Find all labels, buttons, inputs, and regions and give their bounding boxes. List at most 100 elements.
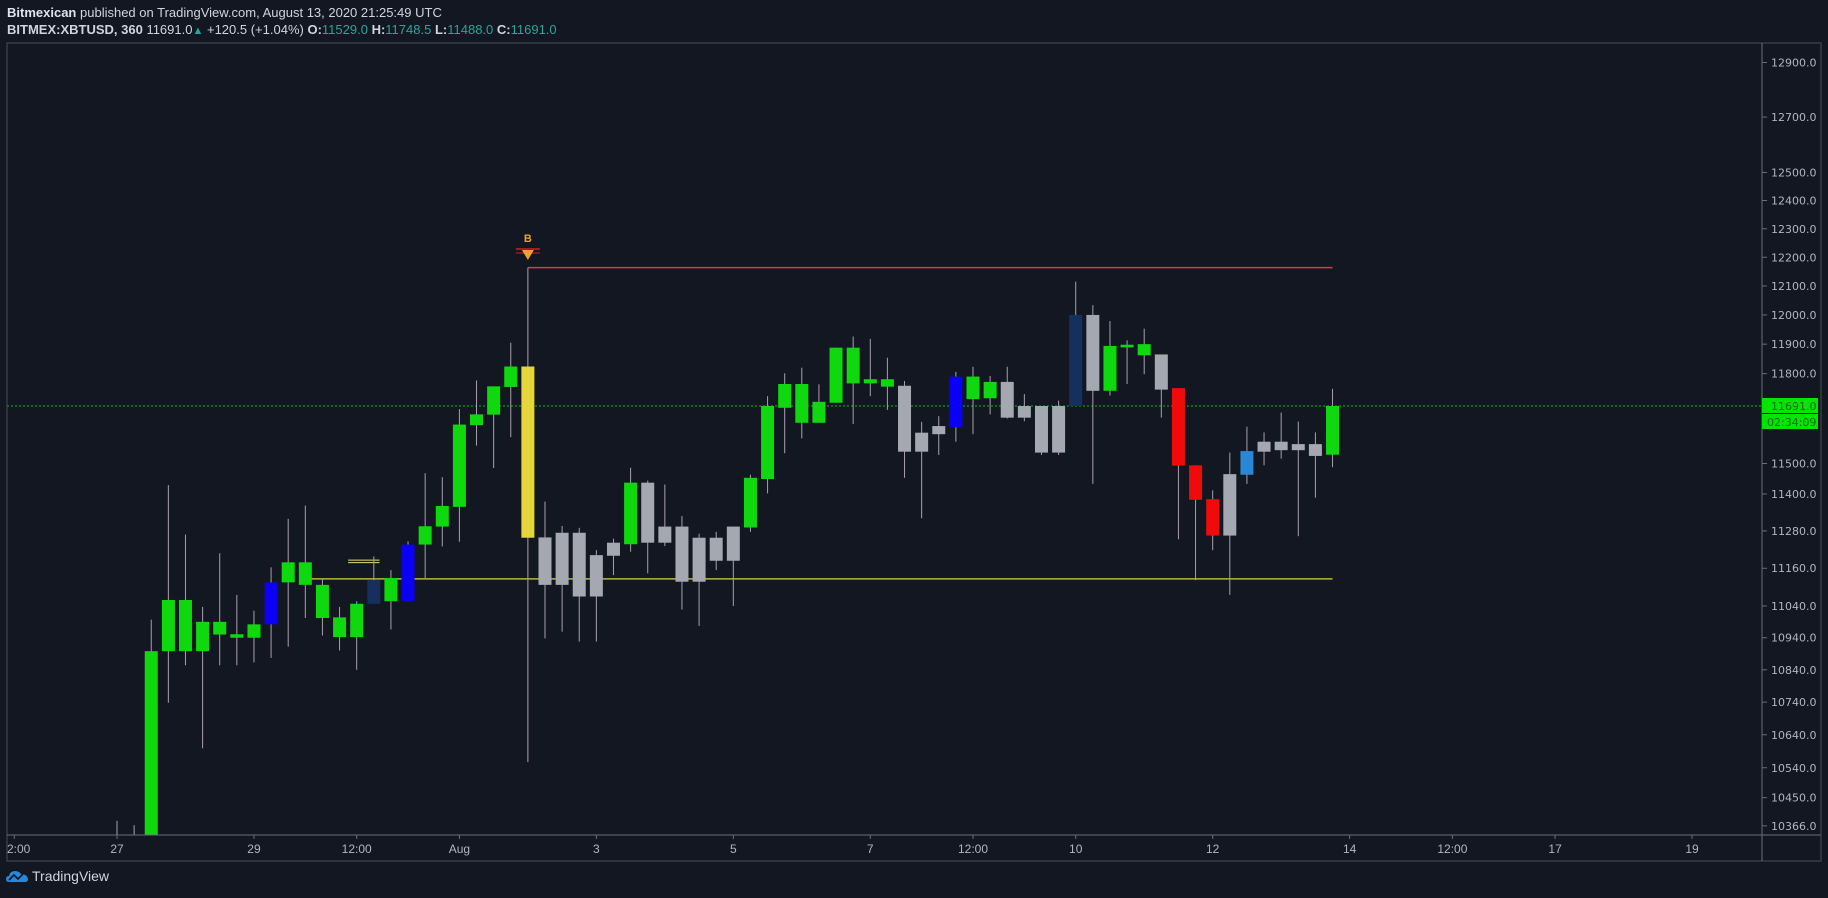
candle-body	[949, 376, 963, 428]
candle-body	[247, 624, 261, 638]
price-tick-label: 12400.0	[1771, 194, 1817, 207]
candle-body	[795, 383, 809, 423]
countdown-text: 02:34:09	[1767, 416, 1816, 429]
candle-body	[812, 401, 826, 423]
open-value: 11529.0	[321, 22, 368, 37]
candle-body	[298, 562, 312, 585]
price-tick-label: 10740.0	[1771, 696, 1817, 709]
candle-body	[1291, 444, 1305, 451]
candle-body	[1171, 388, 1185, 466]
signal-label: B	[524, 233, 532, 245]
tradingview-logo[interactable]: TradingView	[6, 868, 109, 884]
price-tick-label: 10540.0	[1771, 762, 1817, 775]
candle-body	[658, 526, 672, 543]
candle-body	[1086, 314, 1100, 391]
candle-body	[709, 537, 723, 561]
candle-body	[452, 424, 466, 507]
price-tick-label: 10450.0	[1771, 792, 1817, 805]
candle-body	[487, 386, 501, 415]
candle-body	[196, 621, 210, 652]
published-text: published on TradingView.com, August 13,…	[80, 5, 442, 20]
price-tick-label: 10640.0	[1771, 729, 1817, 742]
candle-body	[1223, 474, 1237, 536]
candle-body	[726, 526, 740, 561]
time-tick-label: 5	[730, 842, 737, 856]
candle-body	[606, 542, 620, 556]
plot-area[interactable]	[7, 266, 1762, 898]
price-tick-label: 12100.0	[1771, 280, 1817, 293]
candle-body	[1274, 441, 1288, 451]
time-tick-label: 19	[1685, 842, 1699, 856]
time-tick-label: 12	[1206, 842, 1220, 856]
price-tick-label: 10366.0	[1771, 820, 1817, 833]
price-tick-label: 12200.0	[1771, 251, 1817, 264]
candle-body	[863, 379, 877, 384]
open-label: O:	[307, 22, 322, 37]
candle-body	[846, 347, 860, 384]
candle-body	[230, 634, 244, 638]
candle-body	[128, 848, 141, 882]
price-tick-label: 11160.0	[1771, 562, 1817, 575]
candle-body	[932, 426, 946, 435]
candle-body	[418, 526, 432, 545]
up-triangle-icon: ▲	[192, 25, 204, 37]
candle-body	[1120, 344, 1134, 348]
candle-body	[213, 621, 227, 635]
price-tick-label: 11500.0	[1771, 457, 1817, 470]
candle-body	[178, 599, 192, 652]
price-tick-label: 11800.0	[1771, 368, 1817, 381]
low-label: L:	[434, 22, 448, 37]
time-tick-label: Aug	[449, 842, 470, 856]
logo-text: TradingView	[32, 868, 110, 884]
candle-body	[743, 477, 757, 528]
candle-body	[350, 603, 364, 638]
candle-body	[281, 562, 295, 583]
time-tick-label: 17	[1548, 842, 1562, 856]
candle-body	[367, 580, 381, 604]
time-tick-label: 27	[110, 842, 124, 856]
time-tick-label: 12:00	[958, 842, 988, 856]
time-tick-label: 29	[247, 842, 261, 856]
cloud-logo-icon	[6, 871, 28, 882]
time-tick-label: 12:00	[342, 842, 372, 856]
price-tick-label: 12000.0	[1771, 309, 1817, 322]
candle-body	[778, 383, 792, 408]
candle-body	[435, 505, 449, 527]
price-tick-label: 11900.0	[1771, 338, 1817, 351]
price-tick-label: 12500.0	[1771, 166, 1817, 179]
candle-body	[761, 406, 775, 480]
candle-body	[1189, 465, 1203, 500]
candle-body	[1137, 344, 1151, 356]
candle-body	[692, 537, 706, 582]
price-tick-label: 12300.0	[1771, 223, 1817, 236]
time-tick-label: 7	[867, 842, 874, 856]
price-tick-label: 11040.0	[1771, 600, 1817, 613]
candle-body	[1052, 406, 1066, 453]
author-name[interactable]: Bitmexican	[7, 5, 77, 20]
time-tick-label: 2:00	[7, 842, 31, 856]
last-price-badge-text: 11691.0	[1771, 400, 1817, 413]
price-tick-label: 11280.0	[1771, 525, 1817, 538]
candle-body	[1257, 441, 1271, 452]
candle-body	[1103, 345, 1117, 391]
last-price: 11691.0	[146, 22, 193, 37]
candle-body	[624, 482, 638, 545]
price-tick-label: 12900.0	[1771, 57, 1817, 70]
close-label: C:	[496, 22, 511, 37]
publish-info: Bitmexican published on TradingView.com,…	[7, 5, 442, 20]
candle-body	[1154, 354, 1168, 390]
candle-body	[966, 376, 980, 400]
high-value: 11748.5	[385, 22, 432, 37]
candle-body	[1206, 499, 1220, 536]
candle-body	[333, 617, 347, 638]
symbol-legend: BITMEX:XBTUSD, 360 11691.0▲ +120.5 (+1.0…	[7, 22, 557, 37]
price-change: +120.5 (+1.04%)	[206, 22, 304, 37]
price-tick-label: 10940.0	[1771, 632, 1817, 645]
price-tick-label: 10840.0	[1771, 664, 1817, 677]
chart-frame	[6, 42, 1822, 862]
candle-body	[983, 381, 997, 399]
candle-body	[555, 532, 569, 585]
price-tick-label: 11400.0	[1771, 488, 1817, 501]
down-triangle-icon	[521, 250, 534, 260]
